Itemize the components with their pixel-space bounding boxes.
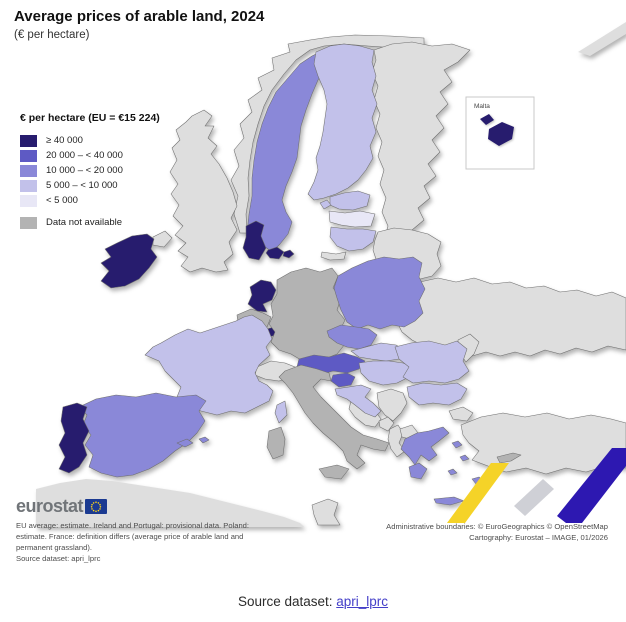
- legend-item: 10 000 – < 20 000: [20, 163, 160, 178]
- footnote-line: estimate. France: definition differs (av…: [16, 532, 244, 541]
- map-country-lithuania: [329, 226, 377, 252]
- footnote-line: EU average: estimate. Ireland and Portug…: [16, 521, 250, 530]
- map-country-serbia: [376, 388, 408, 422]
- map-islands-denmark: [265, 246, 295, 260]
- ribbon-yellow: [447, 463, 509, 523]
- page-subtitle: (€ per hectare): [14, 29, 90, 41]
- map-country-norway: [230, 34, 425, 234]
- map-country-northern-ireland: [152, 230, 173, 248]
- map-country-italy: [278, 364, 390, 470]
- map-country-croatia: [334, 384, 382, 418]
- map-region-kaliningrad: [320, 251, 347, 261]
- eurostat-logo-text: eurostat: [16, 496, 84, 516]
- map-islands-balearic: [176, 436, 210, 448]
- source-dataset-prefix: Source dataset:: [237, 594, 337, 609]
- map-region-north-africa: [36, 479, 304, 527]
- map-country-estonia: [329, 190, 371, 211]
- legend-item-na: Data not available: [20, 215, 160, 230]
- map-country-slovenia: [330, 372, 356, 388]
- legend: € per hectare (EU = €15 224) ≥ 40 000 20…: [20, 112, 160, 230]
- map-country-cyprus: [496, 452, 522, 464]
- map-country-czechia: [326, 324, 378, 350]
- map-country-hungary: [358, 360, 414, 386]
- footnote-line: permanent grassland).: [16, 543, 92, 552]
- map-country-netherlands: [247, 279, 277, 313]
- legend-label: 10 000 – < 20 000: [46, 165, 123, 176]
- legend-swatch: [20, 134, 37, 147]
- source-dataset-link[interactable]: apri_lprc: [336, 594, 389, 609]
- map-island-sardinia: [266, 426, 286, 460]
- map-country-russia: [371, 41, 471, 251]
- map-country-ukraine: [383, 273, 626, 357]
- map-country-france: [144, 314, 274, 416]
- landmass-group: [36, 22, 626, 527]
- map-islands-greece: [408, 440, 484, 506]
- legend-item: ≥ 40 000: [20, 133, 160, 148]
- map-island-corsica: [274, 400, 288, 424]
- map-country-russia-corner: [578, 22, 626, 56]
- malta-inset: Malta: [465, 96, 535, 170]
- legend-label: < 5 000: [46, 195, 78, 206]
- map-country-portugal: [58, 402, 90, 474]
- legend-label: ≥ 40 000: [46, 135, 83, 146]
- map-country-denmark: [242, 220, 267, 261]
- legend-item: < 5 000: [20, 193, 160, 208]
- map-country-bulgaria: [406, 382, 468, 406]
- map-country-ireland: [100, 233, 158, 289]
- footnote-left: EU average: estimate. Ireland and Portug…: [16, 520, 249, 564]
- map-country-germany: [268, 267, 346, 361]
- page-title: Average prices of arable land, 2024: [14, 8, 265, 25]
- eurostat-logo: eurostat: [16, 496, 108, 516]
- map-country-spain: [78, 392, 207, 478]
- map-country-united-kingdom: [169, 109, 238, 273]
- legend-swatch: [20, 179, 37, 192]
- legend-item: 5 000 – < 10 000: [20, 178, 160, 193]
- cartography-credit: Cartography: Eurostat – IMAGE, 01/2026: [469, 533, 608, 542]
- source-dataset-line: Source dataset: apri_lprc: [0, 594, 626, 609]
- legend-swatch: [20, 216, 37, 229]
- legend-label: 20 000 – < 40 000: [46, 150, 123, 161]
- eu-flag-icon: [85, 499, 108, 514]
- legend-swatch: [20, 194, 37, 207]
- footnote-source-line: Source dataset: apri_lprc: [16, 554, 101, 563]
- map-country-tunisia: [311, 498, 341, 526]
- map-country-malta: [480, 114, 514, 146]
- legend-swatch: [20, 164, 37, 177]
- ribbon-blue: [557, 448, 626, 523]
- map-island-saaremaa: [319, 199, 332, 210]
- map-country-romania: [394, 340, 470, 384]
- map-country-poland: [333, 256, 426, 330]
- legend-swatch: [20, 149, 37, 162]
- map-country-finland: [307, 43, 378, 201]
- ribbon-gray: [514, 479, 554, 516]
- malta-inset-label: Malta: [474, 103, 490, 110]
- map-country-latvia: [328, 210, 376, 228]
- map-country-greece: [400, 426, 450, 466]
- legend-title: € per hectare (EU = €15 224): [20, 112, 160, 124]
- map-country-turkey-thrace: [448, 406, 474, 422]
- legend-label: 5 000 – < 10 000: [46, 180, 118, 191]
- map-island-sicily: [318, 464, 350, 480]
- map-country-montenegro: [378, 416, 395, 432]
- legend-label: Data not available: [46, 217, 123, 228]
- legend-item: 20 000 – < 40 000: [20, 148, 160, 163]
- decor-ribbons: [447, 448, 626, 523]
- boundaries-credit: Administrative boundaries: © EuroGeograp…: [386, 522, 608, 531]
- footnote-right: Administrative boundaries: © EuroGeograp…: [386, 521, 608, 543]
- eu-flag-stars: [90, 501, 102, 513]
- map-country-sweden: [246, 49, 333, 253]
